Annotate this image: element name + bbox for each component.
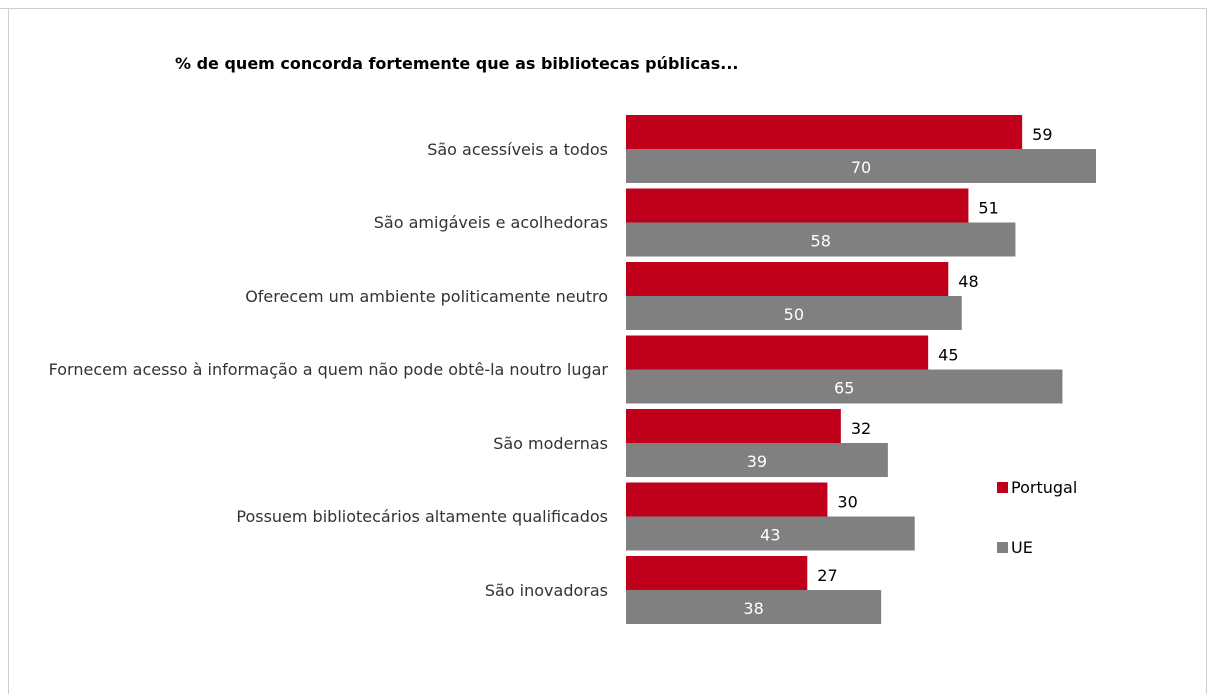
- bar-portugal: [626, 335, 929, 370]
- legend-label-portugal: Portugal: [1011, 478, 1078, 497]
- bar-ue: [626, 149, 1096, 183]
- data-label-ue: 50: [784, 305, 804, 324]
- bar-ue: [626, 516, 915, 551]
- bar-portugal: [626, 188, 969, 223]
- category-label: São amigáveis e acolhedoras: [373, 213, 608, 232]
- legend-swatch-ue: [997, 542, 1008, 553]
- legend-item-ue: UE: [997, 538, 1033, 558]
- legend-label-ue: UE: [1011, 538, 1033, 557]
- bar-portugal: [626, 556, 808, 590]
- bar-ue: [626, 296, 962, 330]
- data-label-portugal: 30: [837, 493, 857, 512]
- data-label-ue: 65: [834, 379, 854, 398]
- category-label: São inovadoras: [484, 580, 608, 600]
- data-label-portugal: 27: [817, 566, 837, 585]
- bar-ue: [626, 590, 882, 624]
- category-label: São acessíveis a todos: [427, 139, 608, 159]
- category-label: Possuem bibliotecários altamente qualifi…: [236, 507, 608, 526]
- data-label-ue: 43: [760, 526, 780, 545]
- bar-portugal: [626, 115, 1023, 149]
- data-label-portugal: 48: [958, 272, 978, 291]
- chart-title: % de quem concorda fortemente que as bib…: [175, 54, 739, 73]
- data-label-portugal: 45: [938, 346, 958, 365]
- bar-portugal: [626, 409, 841, 443]
- data-label-ue: 58: [811, 232, 831, 251]
- bar-ue: [626, 369, 1063, 404]
- bar-portugal: [626, 262, 949, 296]
- legend-item-portugal: Portugal: [997, 478, 1077, 498]
- data-label-portugal: 32: [851, 419, 871, 438]
- category-label: Fornecem acesso à informação a quem não …: [48, 360, 608, 379]
- bar-ue: [626, 222, 1016, 257]
- data-label-ue: 70: [851, 158, 871, 177]
- frame-border-left: [8, 8, 9, 694]
- data-label-ue: 39: [747, 452, 767, 471]
- category-label: São modernas: [493, 433, 608, 453]
- category-label: Oferecem um ambiente politicamente neutr…: [245, 286, 608, 306]
- legend-swatch-portugal: [997, 482, 1008, 493]
- data-label-ue: 38: [743, 599, 763, 618]
- data-label-portugal: 51: [978, 199, 998, 218]
- data-label-portugal: 59: [1032, 125, 1052, 144]
- bar-ue: [626, 443, 888, 477]
- bar-portugal: [626, 482, 828, 517]
- frame-border-top: [0, 8, 1207, 9]
